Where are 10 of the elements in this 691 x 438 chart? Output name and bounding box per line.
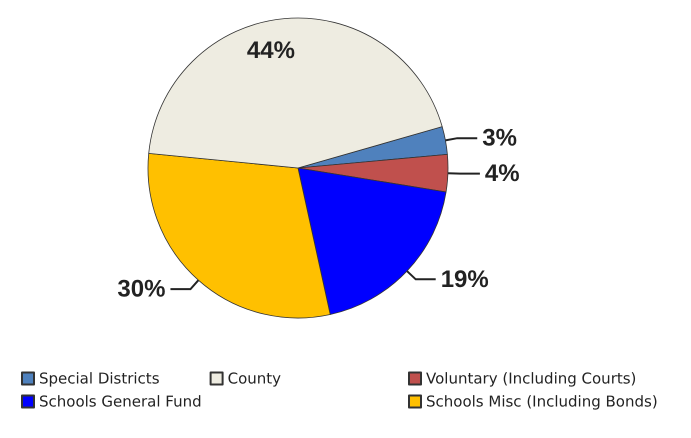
data-label: 3% [482,124,517,152]
data-label: 19% [440,266,489,293]
legend-label: Schools Misc (Including Bonds) [426,392,658,410]
data-label: 4% [484,160,520,188]
legend-label: Schools General Fund [39,392,202,410]
legend-label: Special Districts [39,370,160,388]
data-label: 44% [246,36,295,64]
data-label: 30% [117,276,166,303]
legend-label: Voluntary (Including Courts) [426,370,636,388]
legend-label: County [228,370,282,388]
